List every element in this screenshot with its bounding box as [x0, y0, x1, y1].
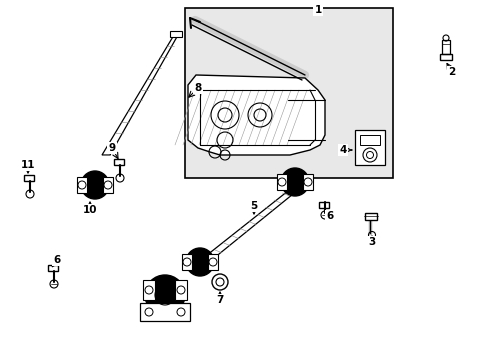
Text: 7: 7	[216, 295, 223, 305]
Bar	[24, 175, 34, 181]
Bar	[170, 31, 182, 37]
Text: 2: 2	[447, 67, 455, 77]
Bar	[77, 177, 87, 193]
Text: 3: 3	[367, 237, 375, 247]
Bar	[175, 280, 186, 300]
Text: 5: 5	[250, 201, 257, 211]
Text: 6: 6	[53, 255, 61, 265]
Bar	[184, 8, 392, 178]
Bar	[303, 174, 312, 190]
Circle shape	[81, 171, 109, 199]
Bar	[318, 202, 328, 208]
Bar	[364, 213, 376, 220]
Polygon shape	[197, 187, 297, 267]
Bar	[103, 177, 113, 193]
Text: 11: 11	[20, 160, 35, 170]
Text: 6: 6	[325, 211, 333, 221]
Bar	[359, 135, 379, 145]
Polygon shape	[102, 35, 178, 155]
Circle shape	[281, 168, 308, 196]
Text: 8: 8	[194, 83, 201, 93]
Text: 1: 1	[314, 5, 321, 15]
Text: 10: 10	[82, 205, 97, 215]
Circle shape	[185, 248, 214, 276]
Bar	[441, 40, 449, 54]
Circle shape	[145, 275, 184, 315]
Bar	[207, 254, 218, 270]
Bar	[48, 265, 58, 271]
Polygon shape	[187, 75, 325, 155]
Bar	[276, 174, 286, 190]
Bar	[439, 54, 451, 60]
Text: 4: 4	[339, 145, 346, 155]
Bar	[142, 280, 155, 300]
Bar	[354, 130, 384, 165]
Bar	[140, 303, 190, 321]
Bar	[114, 159, 124, 165]
Text: 9: 9	[108, 143, 115, 153]
Bar	[182, 254, 192, 270]
